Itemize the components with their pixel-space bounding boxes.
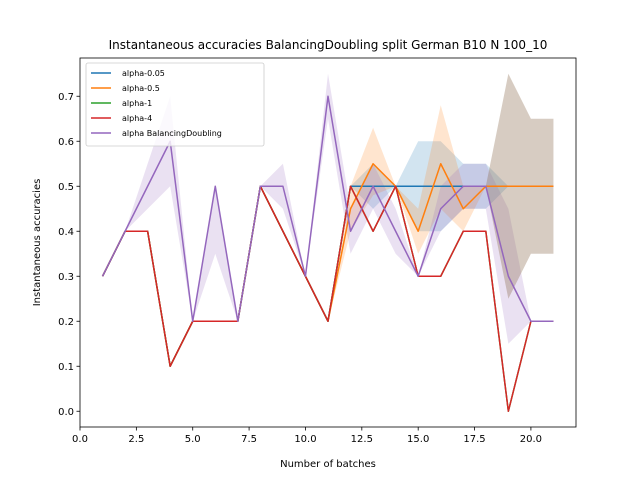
legend-label-alpha-balancingdoubling: alpha BalancingDoubling bbox=[122, 129, 222, 138]
x-tick-label: 10.0 bbox=[294, 434, 316, 445]
y-tick-label: 0.0 bbox=[58, 407, 74, 418]
band-alpha-0-05 bbox=[102, 141, 554, 367]
series-line-alpha-4 bbox=[101, 185, 554, 412]
plot-frame bbox=[79, 57, 577, 428]
x-tick-label: 20.0 bbox=[520, 434, 542, 445]
legend-label-alpha-4: alpha-4 bbox=[122, 114, 152, 123]
x-axis-ticks: 0.0 2.5 5.0 7.5 10.0 12.5 15.0 17.5 20.0 bbox=[72, 427, 542, 445]
band-alpha-0-5 bbox=[102, 105, 554, 367]
legend-label-alpha-0-5: alpha-0.5 bbox=[122, 84, 160, 93]
x-axis-label: Number of batches bbox=[280, 459, 376, 470]
x-tick-label: 12.5 bbox=[351, 434, 373, 445]
y-tick-label: 0.4 bbox=[58, 227, 74, 238]
y-tick-label: 0.6 bbox=[58, 137, 74, 148]
legend: alpha-0.05 alpha-0.5 alpha-1 alpha-4 alpha B… bbox=[85, 62, 265, 147]
x-tick-label: 15.0 bbox=[407, 434, 429, 445]
legend-label-alpha-0-05: alpha-0.05 bbox=[122, 69, 165, 78]
series-lines bbox=[101, 95, 554, 412]
y-axis-label: Instantaneous accuracies bbox=[32, 179, 43, 307]
x-tick-label: 7.5 bbox=[241, 434, 257, 445]
legend-label-alpha-1: alpha-1 bbox=[122, 99, 152, 108]
chart-title: Instantaneous accuracies BalancingDoubli… bbox=[109, 38, 548, 52]
x-tick-label: 5.0 bbox=[185, 434, 201, 445]
y-tick-label: 0.5 bbox=[58, 182, 74, 193]
x-tick-label: 2.5 bbox=[128, 434, 144, 445]
y-tick-label: 0.3 bbox=[58, 272, 74, 283]
y-tick-label: 0.7 bbox=[58, 92, 74, 103]
x-tick-label: 17.5 bbox=[463, 434, 485, 445]
y-tick-label: 0.2 bbox=[58, 317, 74, 328]
y-tick-label: 0.1 bbox=[58, 362, 74, 373]
x-tick-label: 0.0 bbox=[72, 434, 88, 445]
series-line-alpha-balancingdoubling bbox=[101, 95, 554, 322]
y-axis-ticks: 0.0 0.1 0.2 0.3 0.4 0.5 0.6 0.7 bbox=[58, 92, 80, 418]
legend-frame bbox=[85, 62, 265, 147]
